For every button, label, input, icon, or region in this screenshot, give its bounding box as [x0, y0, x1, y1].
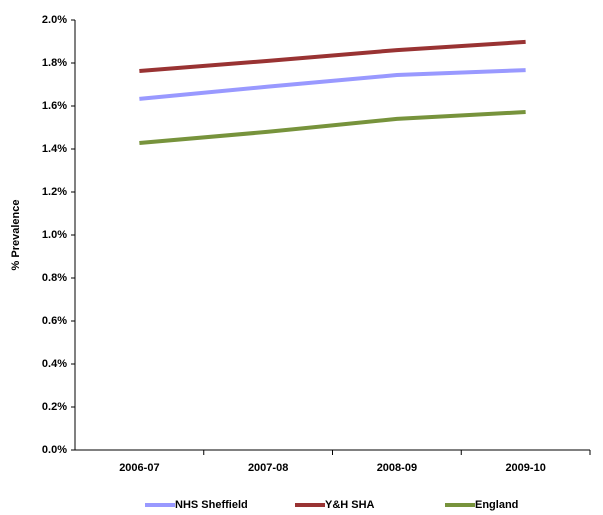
x-tick-label: 2007-08	[248, 462, 288, 474]
y-tick-label: 1.2%	[42, 186, 67, 198]
data-line	[139, 68, 526, 101]
y-tick-label: 0.8%	[42, 272, 67, 284]
x-tick-label: 2008-09	[377, 462, 417, 474]
y-tick-label: 2.0%	[42, 14, 67, 26]
y-tick-label: 1.0%	[42, 229, 67, 241]
legend-label: NHS Sheffield	[175, 499, 248, 511]
x-tick-label: 2009-10	[505, 462, 545, 474]
legend-label: Y&H SHA	[325, 499, 375, 511]
y-tick-label: 1.8%	[42, 57, 67, 69]
y-tick-label: 1.6%	[42, 100, 67, 112]
x-tick-label: 2006-07	[119, 462, 159, 474]
y-axis-title: % Prevalence	[10, 200, 22, 271]
legend-label: England	[475, 499, 518, 511]
y-tick-label: 0.6%	[42, 315, 67, 327]
y-tick-label: 1.4%	[42, 143, 67, 155]
data-line	[139, 39, 526, 73]
y-tick-label: 0.0%	[42, 444, 67, 456]
y-tick-label: 0.4%	[42, 358, 67, 370]
data-line	[139, 110, 526, 145]
y-tick-label: 0.2%	[42, 401, 67, 413]
